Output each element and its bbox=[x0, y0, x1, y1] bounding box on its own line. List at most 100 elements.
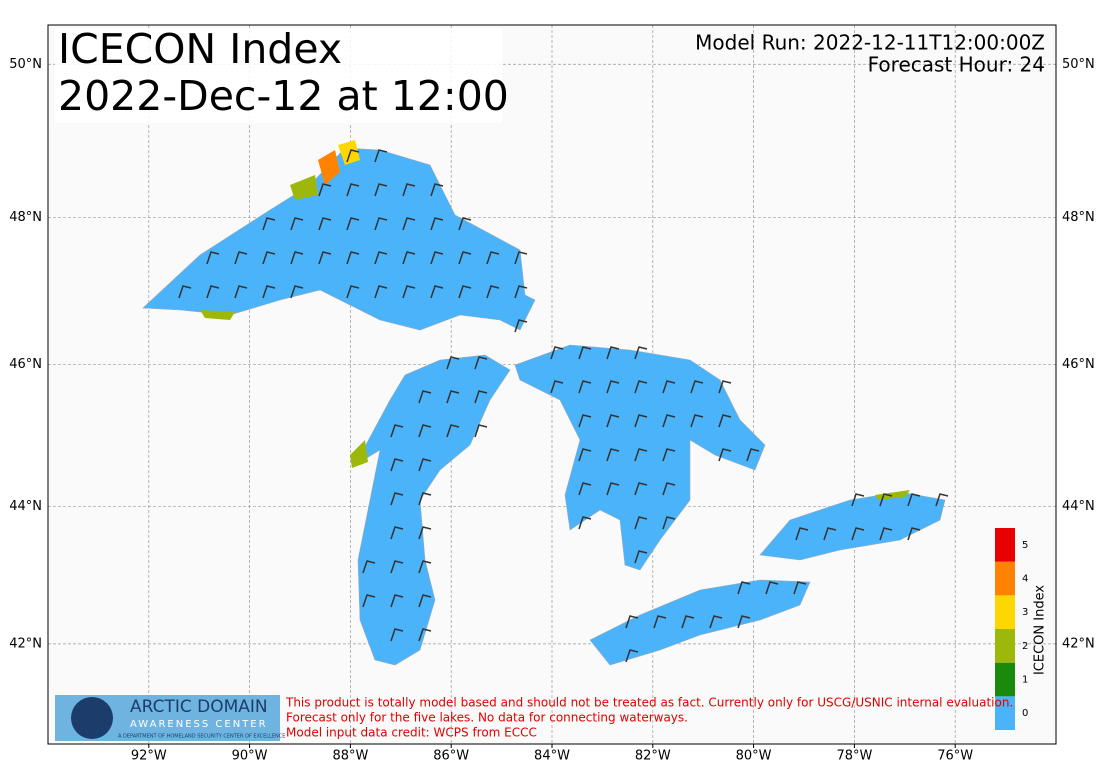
wind-barb bbox=[690, 414, 704, 428]
wind-barb bbox=[606, 380, 620, 394]
x-tick-label: 76°W bbox=[937, 749, 973, 764]
wind-barb bbox=[474, 390, 488, 404]
wind-barb bbox=[402, 183, 416, 197]
wind-barb bbox=[578, 380, 592, 394]
x-tick-label: 88°W bbox=[332, 749, 368, 764]
colorbar-tick-label: 4 bbox=[1022, 574, 1028, 585]
colorbar-segment bbox=[995, 528, 1015, 562]
y-tick-label: 44°N bbox=[9, 499, 42, 514]
colorbar-tick-label: 3 bbox=[1022, 607, 1028, 618]
wind-barb bbox=[418, 458, 432, 472]
lake-erie bbox=[589, 579, 811, 666]
wind-barb bbox=[634, 448, 648, 462]
wind-barb bbox=[634, 346, 648, 360]
lake-ontario bbox=[759, 491, 946, 561]
wind-barb bbox=[346, 217, 360, 231]
y-tick-label: 46°N bbox=[9, 357, 42, 372]
title: ICECON Index bbox=[58, 25, 342, 73]
logo-text: AWARENESS CENTER bbox=[130, 719, 268, 730]
wind-barbs bbox=[178, 149, 949, 663]
ice-patch bbox=[338, 140, 360, 165]
wind-barb bbox=[418, 594, 432, 608]
wind-barb bbox=[625, 615, 639, 629]
x-tick-label: 86°W bbox=[433, 749, 469, 764]
lake-michigan bbox=[354, 354, 511, 666]
wind-barb bbox=[879, 493, 893, 507]
wind-barb bbox=[474, 424, 488, 438]
wind-barb bbox=[709, 615, 723, 629]
wind-barb bbox=[374, 285, 388, 299]
wind-barb bbox=[418, 390, 432, 404]
ice-patch bbox=[350, 440, 368, 468]
wind-barb bbox=[458, 251, 472, 265]
colorbar-segment bbox=[995, 662, 1015, 697]
wind-barb bbox=[486, 285, 500, 299]
wind-barb bbox=[346, 251, 360, 265]
wind-barb bbox=[851, 527, 865, 541]
ice-patch bbox=[200, 310, 235, 320]
wind-barb bbox=[206, 251, 220, 265]
wind-barb bbox=[446, 390, 460, 404]
wind-barb bbox=[795, 527, 809, 541]
y-tick-label: 48°N bbox=[9, 210, 42, 225]
wind-barb bbox=[662, 516, 676, 530]
wind-barb bbox=[430, 183, 444, 197]
wind-barb bbox=[390, 526, 404, 540]
wind-barb bbox=[390, 424, 404, 438]
wind-barb bbox=[935, 493, 949, 507]
logo-globe bbox=[71, 697, 113, 739]
y-tick-label: 46°N bbox=[1062, 357, 1095, 372]
wind-barb bbox=[290, 217, 304, 231]
wind-barb bbox=[446, 356, 460, 370]
x-tick-label: 84°W bbox=[534, 749, 570, 764]
model-run: Model Run: 2022-12-11T12:00:00Z bbox=[695, 31, 1045, 55]
wind-barb bbox=[418, 492, 432, 506]
wind-barb bbox=[718, 414, 732, 428]
ice-patch bbox=[875, 490, 910, 500]
wind-barb bbox=[662, 448, 676, 462]
wind-barb bbox=[290, 285, 304, 299]
wind-barb bbox=[737, 615, 751, 629]
wind-barb bbox=[390, 560, 404, 574]
colorbar-segment bbox=[995, 696, 1015, 730]
wind-barb bbox=[390, 594, 404, 608]
wind-barb bbox=[690, 380, 704, 394]
wind-barb bbox=[578, 414, 592, 428]
wind-barb bbox=[390, 458, 404, 472]
y-tick-label: 42°N bbox=[1062, 636, 1095, 651]
lakes bbox=[142, 147, 946, 666]
logo-text: ARCTIC DOMAIN bbox=[130, 697, 268, 717]
wind-barb bbox=[374, 251, 388, 265]
x-tick-label: 82°W bbox=[635, 749, 671, 764]
y-tick-label: 44°N bbox=[1062, 499, 1095, 514]
wind-barb bbox=[718, 448, 732, 462]
wind-barb bbox=[606, 346, 620, 360]
wind-barb bbox=[458, 217, 472, 231]
ice-patch bbox=[290, 175, 318, 200]
wind-barb bbox=[234, 251, 248, 265]
wind-barb bbox=[390, 492, 404, 506]
wind-barb bbox=[290, 251, 304, 265]
wind-barb bbox=[474, 356, 488, 370]
wind-barb bbox=[634, 380, 648, 394]
wind-barb bbox=[578, 516, 592, 530]
x-tick-label: 92°W bbox=[131, 749, 167, 764]
colorbar-tick-label: 1 bbox=[1022, 675, 1028, 686]
colorbar: 0 1 2 3 4 5 bbox=[995, 528, 1028, 730]
wind-barb bbox=[346, 183, 360, 197]
colorbar-segment bbox=[995, 629, 1015, 663]
wind-barb bbox=[662, 482, 676, 496]
wind-barb bbox=[418, 424, 432, 438]
wind-barb bbox=[514, 285, 528, 299]
wind-barb bbox=[851, 493, 865, 507]
wind-barb bbox=[578, 346, 592, 360]
wind-barb bbox=[374, 149, 388, 163]
wind-barb bbox=[550, 380, 564, 394]
colorbar-segment bbox=[995, 561, 1015, 596]
wind-barb bbox=[418, 560, 432, 574]
wind-barb bbox=[662, 380, 676, 394]
wind-barb bbox=[606, 482, 620, 496]
wind-barb bbox=[430, 217, 444, 231]
colorbar-tick-label: 5 bbox=[1022, 540, 1028, 551]
